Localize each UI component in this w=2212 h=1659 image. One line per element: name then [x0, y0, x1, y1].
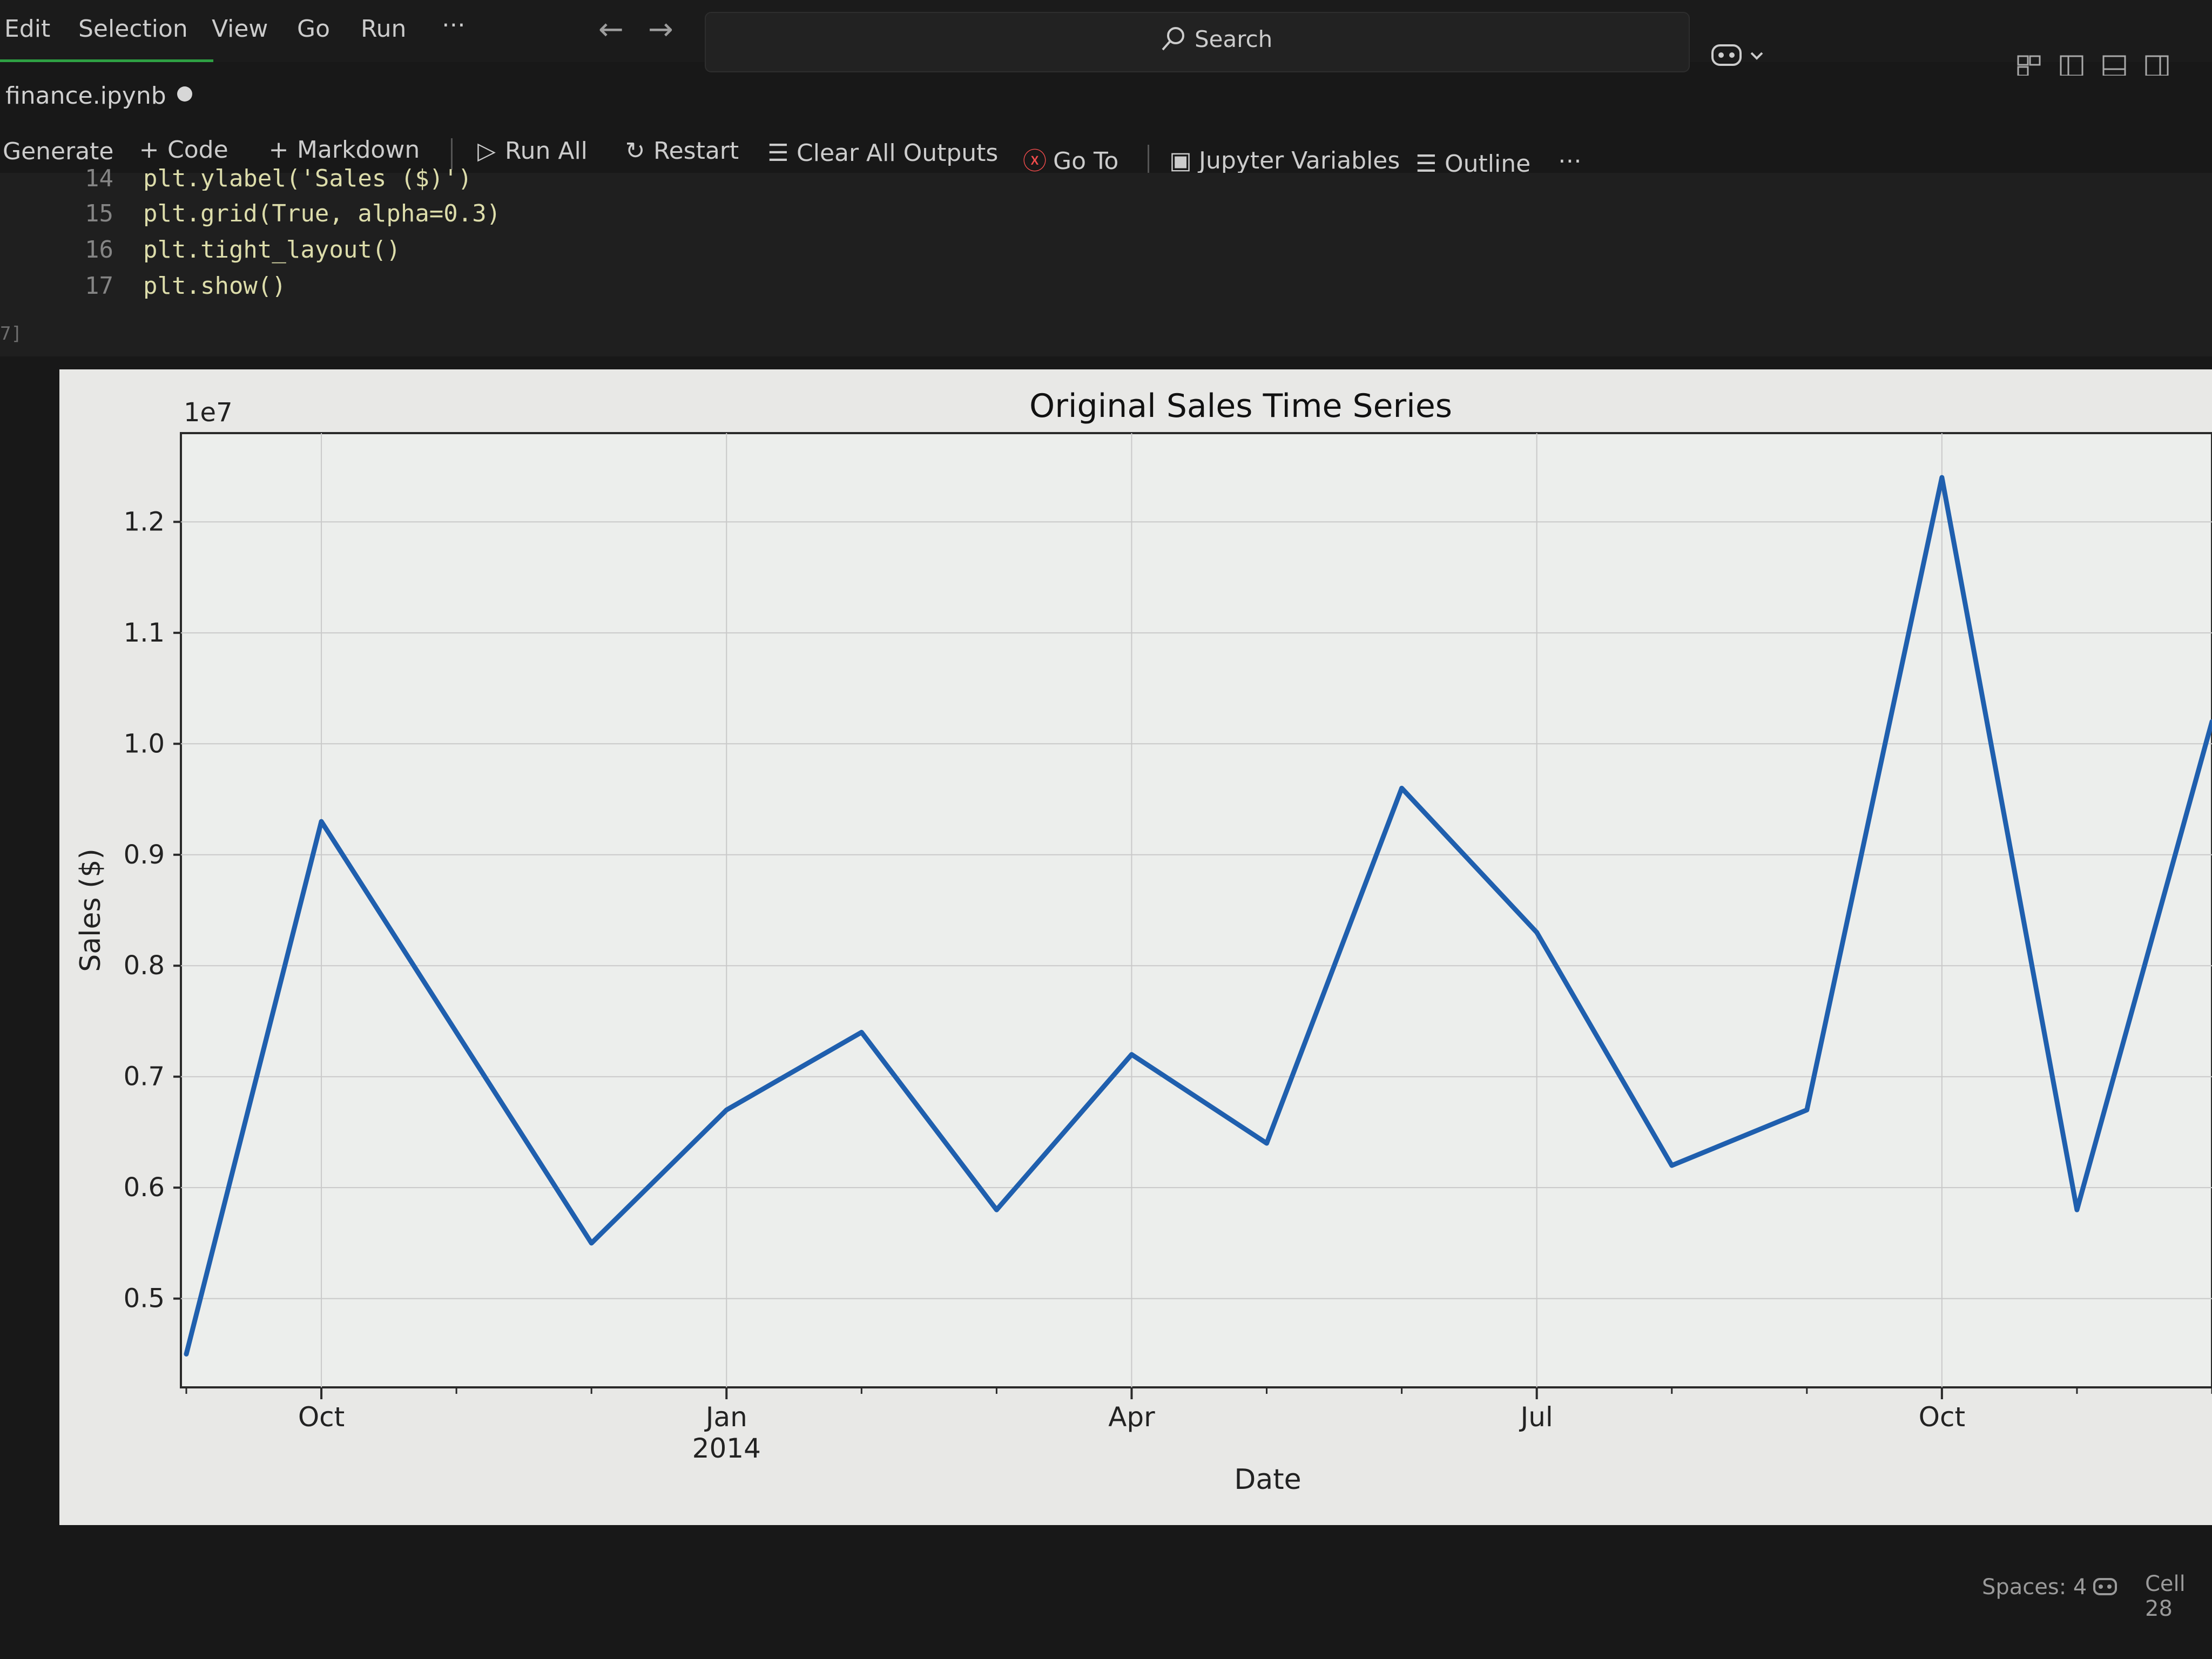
generate-button[interactable]: Generate: [3, 138, 114, 165]
x-tick-label: 2014: [692, 1433, 761, 1464]
x-tick-label: Oct: [298, 1401, 345, 1433]
toolbar-separator: [451, 138, 453, 170]
editor-tab-bar: [0, 76, 2212, 136]
search-icon: [1162, 27, 1184, 51]
tab-finance-ipynb[interactable]: finance.ipynb: [5, 82, 166, 110]
run-all-label: Run All: [505, 137, 588, 165]
code-text: plt.show(): [143, 272, 286, 300]
code-text: plt.tight_layout(): [143, 236, 401, 264]
add-code-cell-button[interactable]: + Code: [135, 136, 228, 164]
y-tick-label: 0.7: [124, 1062, 165, 1092]
code-line: 15 plt.grid(True, alpha=0.3): [0, 200, 501, 227]
code-line: 17 plt.show(): [0, 272, 286, 300]
line-number: 16: [85, 236, 113, 264]
menu-more[interactable]: ⋯: [442, 11, 466, 38]
y-tick-label: 1.2: [124, 507, 165, 537]
unsaved-dot-icon[interactable]: [177, 86, 192, 102]
y-tick-label: 0.6: [124, 1172, 165, 1203]
y-tick-label: 0.8: [124, 950, 165, 981]
code-text: plt.grid(True, alpha=0.3): [143, 200, 501, 227]
active-menu-underline: [0, 59, 213, 62]
toolbar-more-button[interactable]: ⋯: [1558, 147, 1582, 174]
y-tick-label: 1.1: [124, 618, 165, 648]
toggle-primary-sidebar-icon[interactable]: [2059, 53, 2085, 79]
clear-all-outputs-button[interactable]: ☰ Clear All Outputs: [764, 139, 998, 167]
go-to-button[interactable]: ⓧ Go To: [1021, 141, 1118, 176]
add-markdown-cell-button[interactable]: + Markdown: [265, 136, 420, 164]
y-offset-label: 1e7: [184, 397, 233, 428]
search-label: Search: [1195, 26, 1273, 52]
toggle-secondary-sidebar-icon[interactable]: [2144, 53, 2170, 79]
code-text: plt.ylabel('Sales ($)'): [143, 165, 473, 191]
y-tick-label: 0.9: [124, 840, 165, 870]
restart-icon: ↻: [625, 137, 645, 165]
forward-arrow-icon[interactable]: →: [648, 12, 673, 47]
status-indentation[interactable]: Spaces: 4: [1982, 1575, 2087, 1600]
menu-edit[interactable]: Edit: [4, 15, 51, 43]
copilot-status-icon[interactable]: [2091, 1572, 2119, 1600]
code-line: 14 plt.ylabel('Sales ($)'): [0, 165, 472, 191]
x-tick-label: Jul: [1519, 1401, 1553, 1433]
chart-title: Original Sales Time Series: [1029, 387, 1452, 425]
generate-label: Generate: [3, 138, 114, 165]
code-label: Code: [167, 136, 228, 164]
menu-run[interactable]: Run: [361, 15, 407, 43]
customize-layout-icon[interactable]: [2016, 53, 2042, 79]
toggle-panel-icon[interactable]: [2101, 53, 2127, 79]
copilot-icon[interactable]: [1709, 38, 1769, 70]
x-tick-label: Apr: [1108, 1401, 1155, 1433]
clear-outputs-icon: ☰: [767, 139, 789, 167]
plus-icon: +: [139, 136, 159, 164]
restart-label: Restart: [653, 137, 739, 165]
jupyter-variables-button[interactable]: ▣ Jupyter Variables: [1166, 147, 1400, 174]
code-cell[interactable]: [0, 173, 2212, 356]
run-all-icon: ▷: [477, 137, 496, 165]
plus-icon: +: [268, 136, 289, 164]
go-to-label: Go To: [1053, 147, 1119, 175]
menu-view[interactable]: View: [212, 15, 268, 43]
menu-go[interactable]: Go: [297, 15, 331, 43]
y-tick-label: 1.0: [124, 729, 165, 759]
line-number: 17: [85, 272, 113, 300]
code-line: 16 plt.tight_layout(): [0, 236, 401, 264]
variables-icon: ▣: [1169, 147, 1192, 174]
error-circle-icon: ⓧ: [1023, 147, 1047, 175]
chart-output: 0.5 0.6 0.7 0.8 0.9 1.0 1.1 1.2 Oct Jan 2014 Apr Jul…: [59, 369, 2212, 1525]
line-number: 15: [85, 200, 113, 227]
x-tick-label: Oct: [1919, 1401, 1965, 1433]
toolbar-separator: [1148, 145, 1149, 176]
menu-selection[interactable]: Selection: [78, 15, 188, 43]
restart-button[interactable]: ↻ Restart: [621, 137, 739, 165]
execution-count: 7]: [0, 323, 22, 345]
command-center-search[interactable]: [705, 12, 1690, 72]
markdown-label: Markdown: [297, 136, 420, 164]
x-axis-label: Date: [1234, 1464, 1301, 1496]
run-all-button[interactable]: ▷ Run All: [473, 137, 588, 165]
y-axis-label: Sales ($): [75, 848, 107, 972]
sales-series-line: [184, 475, 2212, 1357]
status-cell[interactable]: Cell 28: [2145, 1572, 2186, 1621]
line-number: 14: [85, 165, 113, 191]
clear-all-outputs-label: Clear All Outputs: [797, 139, 999, 167]
y-tick-label: 0.5: [124, 1284, 165, 1314]
plot-area: [180, 432, 2212, 1388]
back-arrow-icon[interactable]: ←: [598, 12, 624, 47]
x-tick-label: Jan: [704, 1401, 747, 1433]
jupyter-variables-label: Jupyter Variables: [1199, 147, 1400, 174]
